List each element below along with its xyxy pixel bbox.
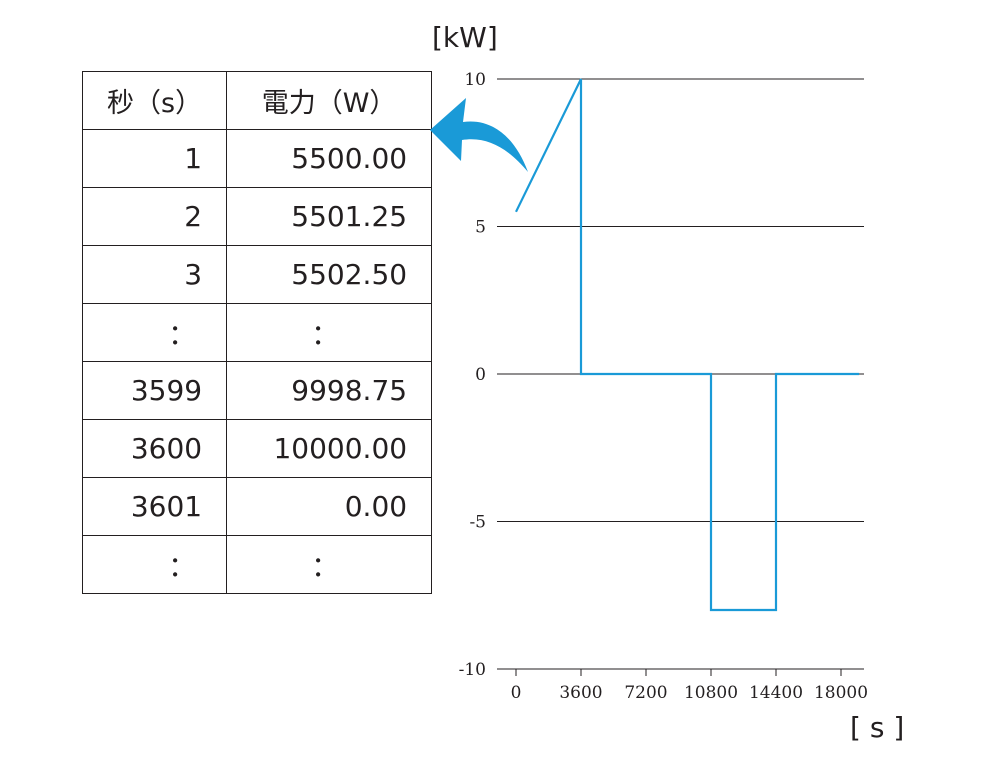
table-row-continuation: ： ： [81, 303, 433, 362]
y-tick-label: 10 [464, 70, 486, 90]
cell-power: 9998.75 [226, 361, 433, 420]
cell-seconds-ellipsis: ： [81, 535, 228, 594]
table-row: 1 5500.00 [81, 129, 433, 188]
x-tick-label: 7200 [624, 683, 667, 703]
x-tick-label: 3600 [559, 683, 602, 703]
y-tick-label: 0 [475, 365, 486, 385]
cell-seconds-ellipsis: ： [81, 303, 228, 362]
cell-power: 5502.50 [226, 245, 433, 304]
cell-power: 10000.00 [226, 419, 433, 478]
cell-seconds: 1 [81, 129, 228, 188]
y-tick-label: -10 [459, 660, 486, 680]
curved-arrow-icon [430, 98, 528, 172]
x-tick-label: 14400 [749, 683, 803, 703]
y-tick-label: 5 [475, 218, 486, 238]
power-series-line [515, 78, 860, 612]
data-table: 秒（s） 電力（W） 1 5500.00 2 5501.25 3 5502.50… [81, 71, 433, 594]
cell-power: 0.00 [226, 477, 433, 536]
x-tick-label: 0 [511, 683, 522, 703]
table-row: 3 5502.50 [81, 245, 433, 304]
y-tick-labels: 10 5 0 -5 -10 [459, 70, 486, 680]
header-seconds: 秒（s） [81, 71, 228, 130]
cell-power: 5500.00 [226, 129, 433, 188]
cell-power-ellipsis: ： [226, 535, 433, 594]
cell-seconds: 3 [81, 245, 228, 304]
cell-power: 5501.25 [226, 187, 433, 246]
table-header-row: 秒（s） 電力（W） [81, 71, 433, 130]
table-row: 3601 0.00 [81, 477, 433, 536]
cell-seconds: 3601 [81, 477, 228, 536]
grid-lines [497, 78, 864, 522]
y-tick-label: -5 [469, 513, 486, 533]
y-axis-unit-label: [kW] [432, 21, 498, 54]
x-tick-labels: 0 3600 7200 10800 14400 18000 [511, 683, 868, 703]
table-row-continuation: ： ： [81, 535, 433, 594]
x-tick-label: 18000 [814, 683, 868, 703]
cell-power-ellipsis: ： [226, 303, 433, 362]
x-axis [497, 668, 864, 676]
header-power: 電力（W） [226, 71, 433, 130]
cell-seconds: 3600 [81, 419, 228, 478]
x-tick-label: 10800 [684, 683, 738, 703]
x-axis-unit-label: [ s ] [850, 711, 904, 744]
table-row: 3600 10000.00 [81, 419, 433, 478]
